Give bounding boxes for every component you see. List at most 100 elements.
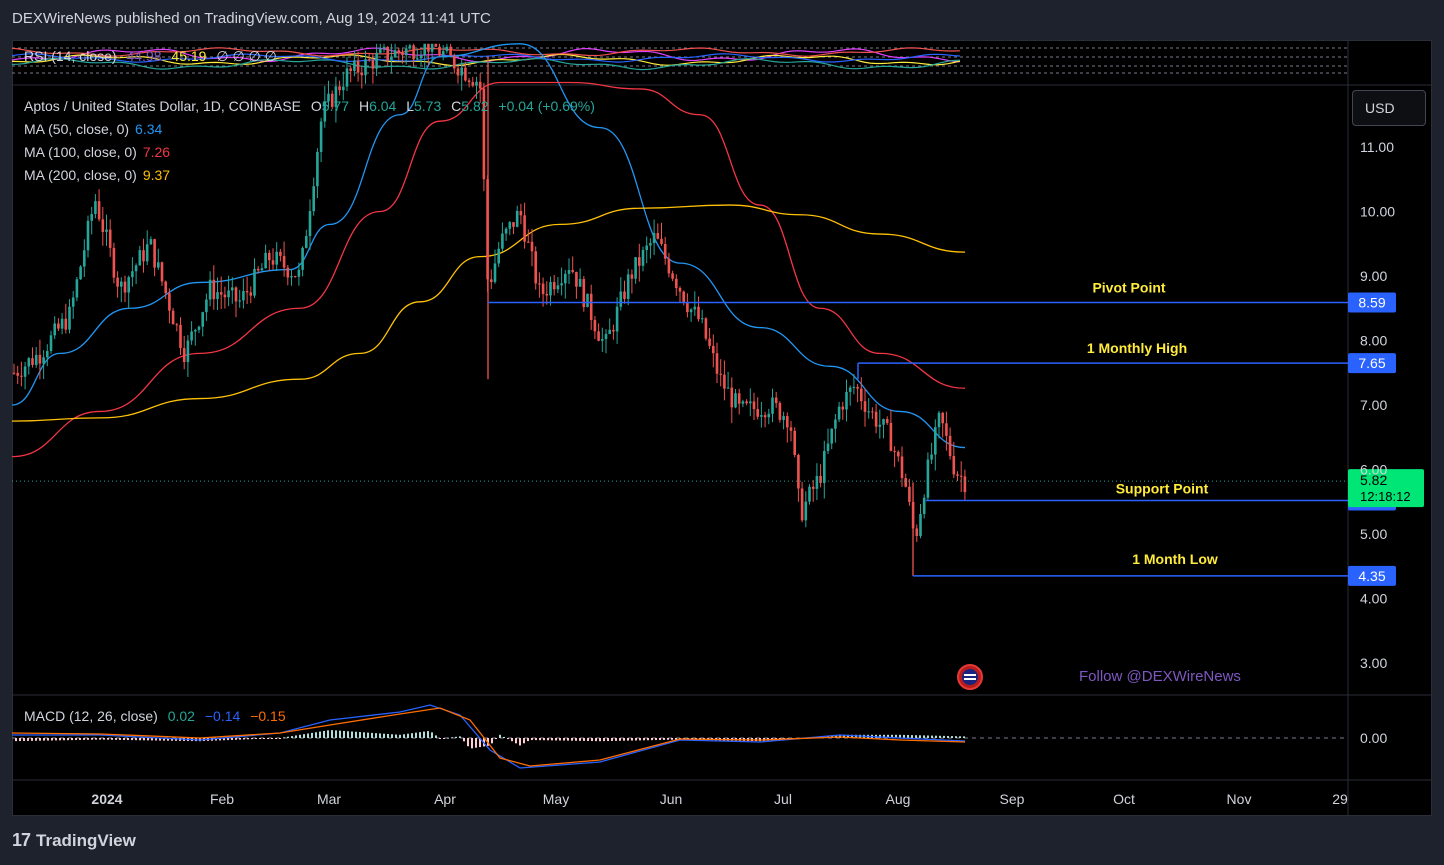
candle-body: [219, 292, 223, 295]
candle-body: [467, 80, 471, 83]
candle-body: [253, 268, 256, 296]
level-price-text: 4.35: [1358, 568, 1385, 584]
candle-body: [623, 291, 626, 299]
candle-body: [338, 86, 341, 91]
macd-histogram-bar: [319, 731, 321, 738]
candle-body: [116, 277, 119, 287]
macd-histogram-bar: [127, 738, 129, 741]
macd-histogram-bar: [663, 738, 665, 740]
ma200-legend: MA (200, close, 0) 9.37: [24, 167, 176, 183]
candle-body: [567, 270, 571, 274]
macd-histogram-bar: [159, 738, 161, 741]
candle-body: [408, 45, 412, 49]
macd-histogram-bar: [299, 734, 301, 738]
candle-body: [53, 323, 56, 336]
macd-histogram-bar: [359, 732, 361, 738]
candle-body: [601, 339, 604, 341]
ma100-label: MA (100, close, 0): [24, 144, 137, 160]
candle-body: [249, 292, 253, 296]
macd-histogram-bar: [607, 738, 609, 742]
macd-histogram-bar: [439, 738, 441, 739]
candle-body: [416, 58, 419, 60]
candle-body: [952, 456, 956, 475]
macd-histogram-bar: [351, 731, 353, 738]
candle-body: [686, 302, 689, 313]
macd-histogram-bar: [147, 738, 149, 741]
candle-body: [375, 52, 378, 69]
x-tick-label: Jul: [774, 791, 792, 807]
tradingview-brand: TradingView: [36, 830, 136, 850]
x-tick-label: 29: [1332, 791, 1348, 807]
candle-body: [956, 474, 959, 476]
candle-body: [749, 401, 752, 404]
macd-histogram-bar: [231, 738, 233, 740]
candle-body: [760, 415, 763, 417]
currency-button[interactable]: USD: [1352, 90, 1426, 126]
x-tick-label: Nov: [1227, 791, 1252, 807]
candle-body: [460, 67, 463, 76]
candle-body: [856, 386, 859, 389]
macd-histogram-bar: [963, 736, 965, 738]
candle-body: [871, 411, 874, 413]
macd-histogram-bar: [675, 738, 677, 740]
candle-body: [212, 279, 216, 300]
macd-histogram-bar: [295, 735, 297, 738]
candle-body: [815, 476, 819, 489]
candle-body: [227, 290, 230, 298]
candle-body: [900, 456, 904, 479]
macd-histogram-bar: [943, 735, 945, 738]
candle-body: [123, 281, 127, 293]
macd-histogram-bar: [443, 738, 445, 739]
candle-body: [589, 293, 593, 321]
close-value: 5.82: [461, 98, 489, 114]
macd-histogram-bar: [399, 734, 401, 738]
levels: Pivot Point 8.59 1 Monthly High 7.65 Support…: [12, 279, 1424, 586]
rsi-line: [11, 53, 961, 67]
candle-body: [941, 412, 944, 424]
candle-body: [782, 416, 785, 420]
macd-histogram-bar: [371, 732, 373, 738]
candle-body: [404, 48, 408, 56]
macd-histogram-bar: [259, 738, 261, 739]
candle-body: [434, 43, 438, 47]
candle-body: [501, 233, 504, 249]
macd-histogram-bar: [23, 738, 25, 741]
macd-histogram-bar: [583, 738, 585, 741]
macd-histogram-bar: [263, 738, 265, 739]
ma100-legend: MA (100, close, 0) 7.26: [24, 144, 176, 160]
macd-histogram-bar: [39, 738, 41, 741]
y-tick-label: 7.00: [1360, 397, 1387, 413]
macd-histogram-bar: [647, 738, 649, 741]
rsi-value-2: 45.19: [171, 48, 207, 64]
candle-body: [497, 248, 500, 264]
candle-body: [157, 262, 160, 268]
macd-histogram-bar: [587, 738, 589, 741]
macd-histogram-bar: [315, 732, 317, 738]
macd-histogram-bar: [467, 738, 469, 747]
candle-body: [12, 372, 16, 374]
candle-body: [863, 401, 867, 412]
macd-histogram-bar: [655, 738, 657, 741]
candle-body: [826, 443, 830, 451]
macd-histogram-bar: [923, 735, 925, 738]
macd-histogram-bar: [287, 736, 289, 738]
low-value: 5.73: [414, 98, 442, 114]
macd-histogram-bar: [603, 738, 605, 742]
high-label: H: [358, 98, 370, 114]
macd-histogram-bar: [459, 736, 461, 738]
macd-histogram-bar: [35, 738, 37, 741]
macd-value-1: 0.02: [167, 708, 195, 724]
macd-histogram-bar: [107, 738, 109, 740]
macd-histogram-bar: [279, 738, 281, 739]
candle-body: [379, 48, 382, 53]
candle-body: [423, 43, 426, 56]
candle-body: [453, 55, 456, 69]
y-tick-label: 8.00: [1360, 333, 1387, 349]
rsi-line: [11, 57, 961, 71]
candle-body: [275, 251, 278, 265]
macd-histogram-bar: [391, 734, 393, 738]
candle-body: [471, 82, 475, 86]
macd-histogram-bar: [899, 734, 901, 738]
macd-histogram-bar: [387, 733, 389, 738]
